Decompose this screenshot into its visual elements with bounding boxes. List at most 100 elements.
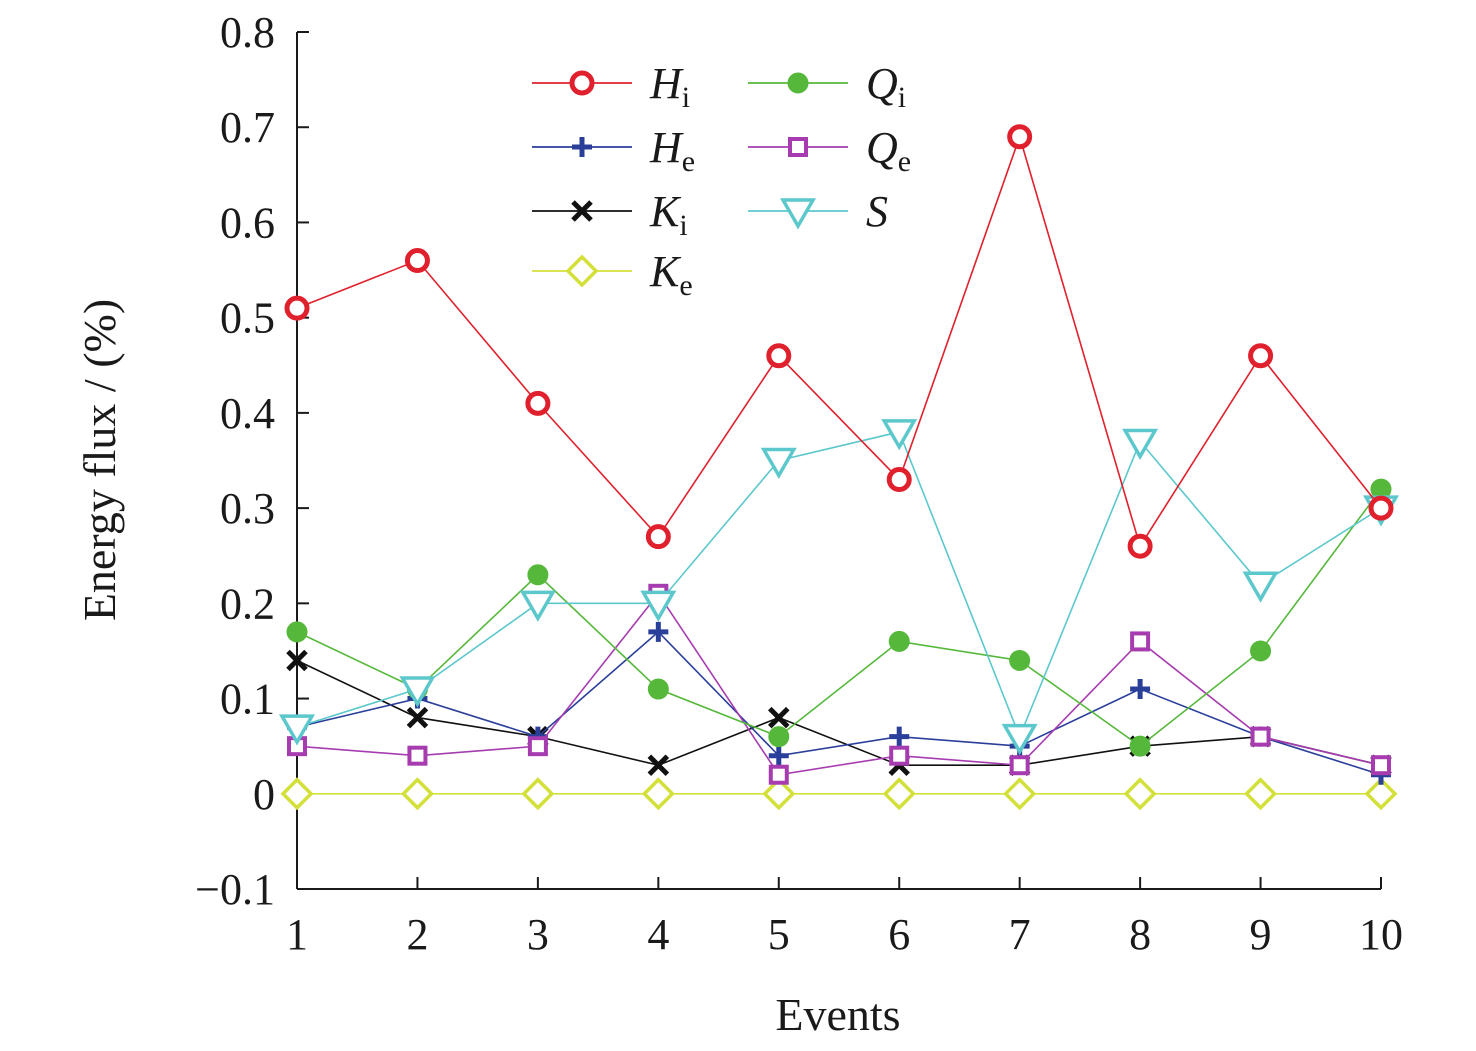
series-S [278,419,1400,756]
y-axis-title: Energy flux / (%) [74,299,125,621]
legend-marker [571,200,593,222]
data-point [406,706,429,729]
legend-label: He [649,123,695,178]
data-point [1248,343,1274,369]
legend-marker [779,198,817,230]
plot-frame [296,32,1381,890]
series-line [296,659,1382,767]
legend-label-subscript: i [682,81,690,114]
legend-marker [787,72,809,94]
legend-label-subscript: e [682,145,695,178]
data-point [1007,124,1033,150]
y-tick-label: 0.5 [220,294,275,343]
y-tick-label: 0.7 [220,103,275,152]
y-tick-label: 0.8 [220,8,275,57]
data-point [278,714,316,746]
legend-label: Ke [649,247,693,302]
legend-label-main: Q [866,123,898,172]
legend-label-main: H [649,123,684,172]
data-point [407,745,428,766]
x-tick-label: 4 [647,910,669,959]
data-point [882,777,916,811]
y-tick-label: 0.4 [220,389,275,438]
x-axis-title: Events [775,989,900,1040]
series-layer [278,124,1400,811]
data-point [886,467,912,493]
y-tick-label: −0.1 [195,865,275,914]
data-point [766,343,792,369]
legend-marker [572,137,592,157]
legend-label-main: K [649,187,682,236]
legend-label: S [866,187,888,236]
legend-label: Qi [866,59,906,114]
data-point [1130,679,1151,700]
data-point [286,621,308,643]
data-point [284,295,310,321]
data-point [1250,640,1272,662]
data-point [1127,533,1153,559]
series-line [296,430,1382,739]
x-tick-label: 1 [286,910,308,959]
data-point [527,564,549,586]
series-He [287,621,1391,785]
data-point [640,590,677,622]
data-point [1368,495,1394,521]
data-point [1130,631,1151,652]
series-line [296,134,1382,549]
data-point [527,736,548,757]
legend-label-subscript: i [679,209,687,242]
data-point [521,777,555,811]
data-point [404,248,430,274]
legend-label-subscript: e [898,145,911,178]
y-tick-label: 0.6 [220,198,275,247]
legend-entry: Hi [532,59,690,114]
series-Qi [286,478,1392,757]
data-point [1003,777,1037,811]
data-point [1009,755,1030,776]
data-point [768,764,789,785]
legend-label-subscript: e [679,269,692,302]
legend-entry: Ki [532,187,688,242]
data-point [645,524,671,550]
data-point [888,630,910,652]
y-tick-label: 0.2 [220,579,275,628]
y-tick-label: 0.1 [220,675,275,724]
series-Ke [280,777,1398,811]
data-point [768,726,790,748]
data-point [1371,755,1391,776]
data-point [647,678,669,700]
data-point [881,419,918,451]
legend-entry: He [532,123,695,178]
data-point [641,777,675,811]
series-Ki [286,649,1392,776]
data-point [286,649,308,672]
y-axis: −0.1 0 0.1 0.2 0.3 0.4 0.5 0.6 0.7 0.8 [195,8,309,914]
data-point [648,621,669,642]
data-point [399,676,436,708]
data-point [1122,428,1159,460]
data-point [762,777,796,811]
data-point [1364,777,1398,811]
legend-label: Hi [649,59,690,114]
data-point [280,777,314,811]
legend-marker [565,254,599,288]
data-point [768,706,790,729]
x-tick-label: 8 [1129,910,1151,959]
legend-label-main: H [649,59,684,108]
x-tick-label: 2 [406,910,428,959]
series-line [296,592,1382,776]
x-tick-label: 5 [768,910,790,959]
data-point [1001,723,1038,756]
x-axis: 1 2 3 4 5 6 7 8 9 10 [286,877,1403,959]
x-tick-label: 7 [1009,910,1031,959]
legend-label: Qe [866,123,911,178]
data-point [647,754,670,776]
data-point [400,777,434,811]
legend-entry: Ke [532,247,693,302]
series-line [296,630,1382,776]
data-point [760,447,797,480]
data-point [1129,735,1151,757]
x-tick-label: 6 [888,910,910,959]
y-tick-label: 0 [253,770,275,819]
